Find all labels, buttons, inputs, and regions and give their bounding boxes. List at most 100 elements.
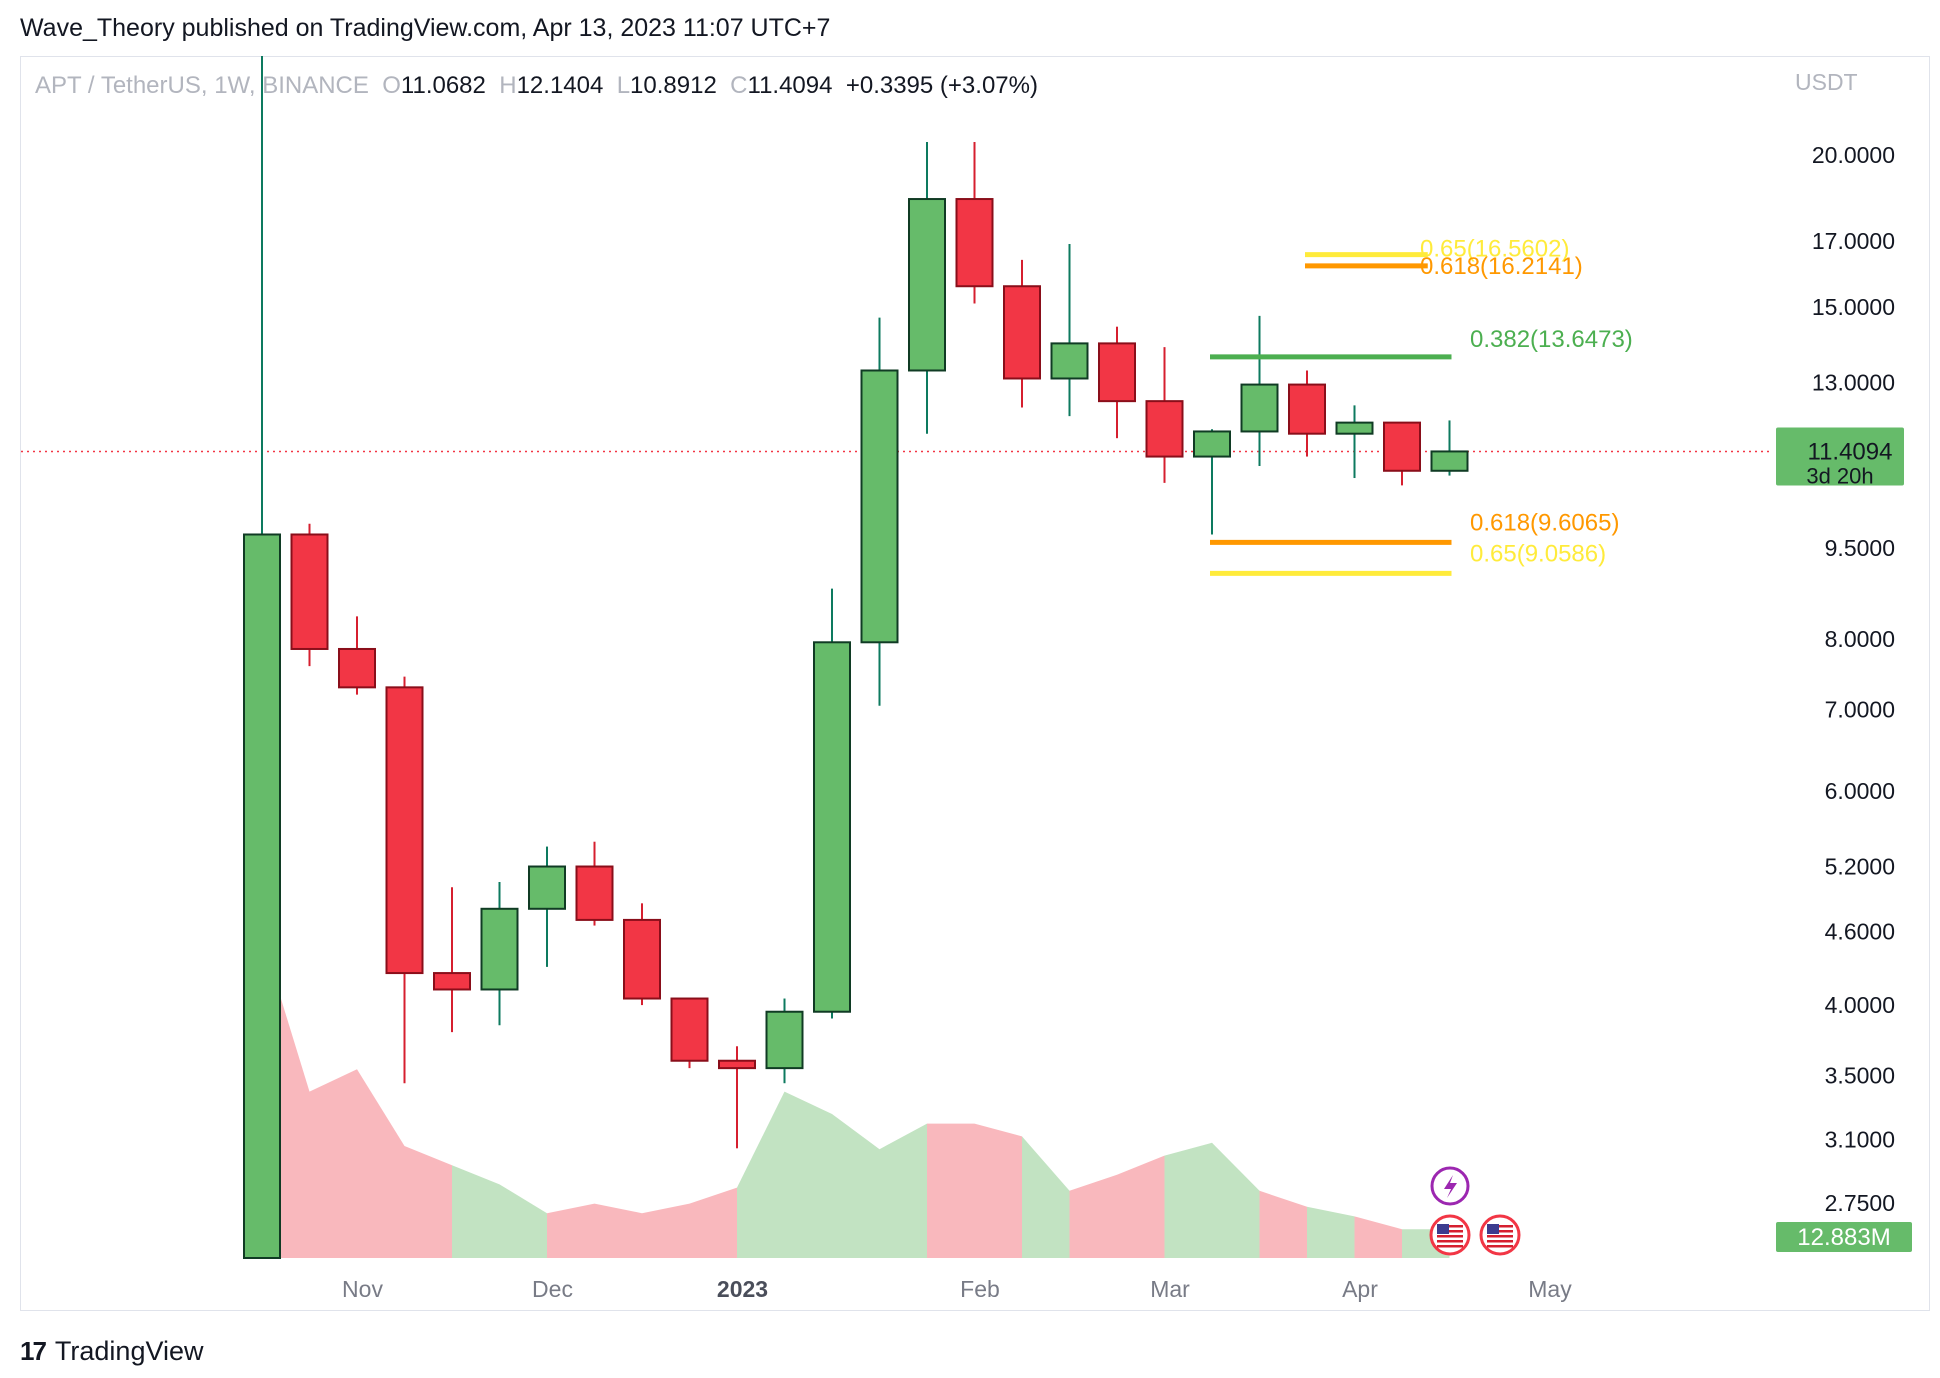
footer-brand[interactable]: 17 TradingView	[20, 1336, 204, 1367]
volume-area	[927, 1123, 975, 1258]
bull-candle	[860, 369, 899, 644]
y-tick-label: 20.0000	[1812, 142, 1895, 168]
bear-candle	[623, 918, 661, 1000]
x-tick-label: Feb	[960, 1276, 1000, 1302]
flag-stripe	[1487, 1225, 1513, 1228]
y-tick-label: 17.0000	[1812, 228, 1895, 254]
bear-candle	[1288, 383, 1326, 435]
volume-area	[784, 1091, 832, 1258]
ohlc-legend: APT / TetherUS, 1W, BINANCE O11.0682 H12…	[35, 72, 1038, 100]
close-value: 11.4094	[747, 72, 833, 99]
volume-area	[452, 1165, 500, 1258]
axis-layer: USDT 20.0000 17.0000 15.0000 13.0000 9.5000 8.…	[342, 69, 1912, 1302]
x-tick-label: Apr	[1342, 1276, 1378, 1302]
open-label: O	[382, 72, 401, 99]
volume-area	[1212, 1142, 1260, 1258]
flag-stripe	[1487, 1230, 1513, 1233]
flag-canton	[1437, 1224, 1449, 1234]
last-price-value: 11.4094	[1808, 438, 1893, 465]
volume-area	[309, 1069, 357, 1258]
volume-area	[1259, 1190, 1307, 1258]
x-tick-label: Mar	[1150, 1276, 1190, 1302]
fib-label: 0.618(16.2141)	[1420, 253, 1583, 280]
lightning-glyph	[1444, 1175, 1457, 1198]
bull-candle	[1430, 450, 1469, 472]
flag-stripe	[1487, 1240, 1513, 1243]
volume-area	[689, 1187, 737, 1258]
bear-candle	[955, 198, 994, 288]
x-tick-label: May	[1528, 1276, 1572, 1302]
currency-label: USDT	[1795, 69, 1858, 95]
bear-candle	[575, 865, 614, 921]
bear-candle	[338, 647, 376, 689]
volume-layer	[280, 995, 1450, 1258]
candle-layer	[243, 56, 1469, 1259]
flag-stripe	[1437, 1240, 1463, 1243]
low-label: L	[616, 72, 631, 99]
y-tick-label: 15.0000	[1812, 294, 1895, 320]
close-label: C	[730, 72, 748, 99]
bull-candle	[528, 865, 566, 910]
high-value: 12.1404	[516, 72, 604, 99]
bear-candle	[718, 1059, 756, 1070]
volume-value: 12.883M	[1797, 1224, 1890, 1251]
event-icons	[1429, 1166, 1521, 1256]
volume-area	[547, 1203, 595, 1258]
bull-candle	[1050, 342, 1089, 380]
y-tick-label: 8.0000	[1825, 626, 1895, 652]
bear-candle	[1383, 421, 1421, 472]
fib-label: 0.65(9.0586)	[1470, 540, 1606, 567]
y-tick-label: 4.6000	[1825, 918, 1895, 944]
volume-tag	[1776, 1222, 1912, 1252]
low-value: 10.8912	[630, 72, 717, 99]
flag-stripe	[1437, 1225, 1463, 1228]
volume-area	[1069, 1174, 1117, 1258]
y-tick-label: 9.5000	[1825, 535, 1895, 561]
bear-candle	[1145, 400, 1184, 458]
volume-area	[1307, 1206, 1355, 1258]
bull-candle	[1193, 430, 1231, 458]
flag-stripe	[1487, 1245, 1513, 1248]
flag-canton	[1487, 1224, 1499, 1234]
y-tick-label: 2.7500	[1825, 1190, 1895, 1216]
brand-label: TradingView	[54, 1336, 204, 1366]
volume-area	[832, 1114, 880, 1258]
high-label: H	[499, 72, 517, 99]
open-value: 11.0682	[400, 72, 486, 99]
bull-candle	[243, 533, 281, 1259]
volume-area	[1354, 1216, 1402, 1258]
y-tick-label: 4.0000	[1825, 992, 1895, 1018]
bear-candle	[1098, 342, 1136, 403]
tradingview-logo-icon: 17	[20, 1336, 47, 1366]
last-price-tag	[1776, 427, 1904, 486]
y-tick-label: 13.0000	[1812, 370, 1895, 396]
bull-candle	[765, 1010, 804, 1070]
flag-stripe	[1437, 1235, 1463, 1238]
bull-candle	[813, 641, 851, 1013]
symbol-label: APT / TetherUS, 1W, BINANCE	[35, 72, 369, 99]
x-tick-label: Nov	[342, 1276, 383, 1302]
volume-area	[737, 1091, 785, 1258]
volume-area	[357, 1069, 405, 1258]
bear-candle	[433, 972, 471, 991]
y-tick-label: 3.1000	[1825, 1127, 1895, 1153]
fib-layer: 0.65(16.5602)0.618(16.2141) 0.382(13.6473…	[1210, 236, 1633, 576]
volume-area	[642, 1203, 690, 1258]
y-tick-label: 6.0000	[1825, 778, 1895, 804]
change-value: +0.3395 (+3.07%)	[845, 72, 1038, 99]
flag-stripe	[1437, 1230, 1463, 1233]
volume-area	[280, 995, 310, 1258]
volume-area	[1117, 1155, 1165, 1258]
bull-candle	[1335, 421, 1374, 435]
flag-stripe	[1437, 1245, 1463, 1248]
bear-candle	[290, 533, 329, 650]
bull-candle	[908, 198, 946, 372]
volume-area	[1022, 1136, 1070, 1258]
bear-candle	[670, 997, 709, 1062]
y-tick-label: 3.5000	[1825, 1063, 1895, 1089]
bear-candle	[1003, 285, 1041, 380]
fib-label: 0.382(13.6473)	[1470, 326, 1633, 353]
fib-label: 0.65(16.5602)	[1420, 236, 1569, 263]
volume-area	[594, 1203, 642, 1258]
